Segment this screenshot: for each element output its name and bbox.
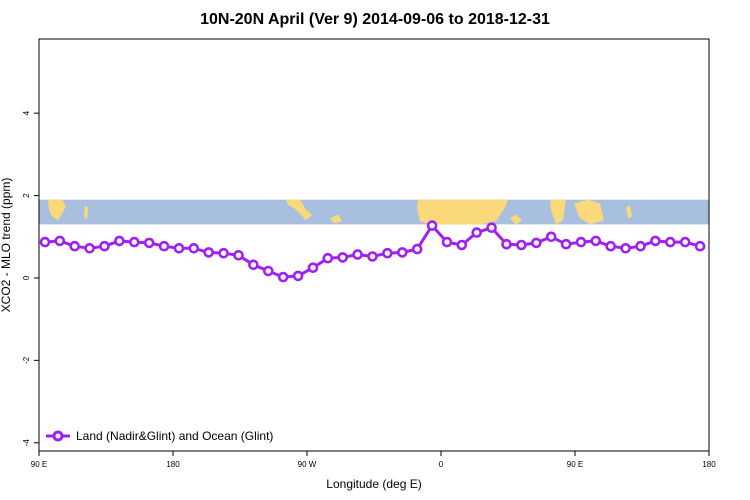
data-point: [173, 243, 185, 254]
map-land-1: [48, 199, 66, 221]
data-point: [664, 236, 676, 248]
map-land-3: [286, 199, 312, 221]
data-point: [218, 247, 229, 259]
data-point: [248, 259, 259, 271]
x-tick-label: 180: [166, 460, 180, 469]
x-tick-label: 90 E: [31, 460, 47, 469]
data-point: [262, 265, 274, 277]
data-point: [590, 235, 602, 247]
data-point: [605, 240, 617, 252]
data-point: [69, 240, 80, 252]
y-tick-label: 0: [22, 275, 31, 280]
x-axis: 90 E 180 90 W 0 90 E 180: [31, 451, 716, 469]
legend-marker: [52, 430, 64, 442]
data-point: [352, 249, 363, 260]
x-tick-label: 0: [439, 460, 444, 469]
data-point: [292, 270, 304, 282]
data-point: [516, 239, 527, 251]
map-land-7: [550, 199, 566, 225]
data-point: [54, 235, 66, 247]
data-point: [694, 240, 706, 252]
data-point: [382, 247, 393, 259]
data-point: [99, 240, 110, 252]
data-point: [441, 236, 453, 248]
data-point: [501, 238, 512, 250]
x-tick-label: 180: [702, 460, 716, 469]
data-point: [560, 238, 572, 250]
data-point: [486, 222, 497, 233]
map-land-2: [84, 205, 88, 220]
series-layer: [39, 220, 706, 283]
x-tick-label: 90 E: [567, 460, 583, 469]
map-land-8: [574, 199, 604, 225]
data-point: [679, 236, 691, 248]
map-land-5: [417, 199, 508, 225]
data-point: [396, 247, 408, 258]
map-land-6: [510, 214, 522, 225]
data-point: [307, 262, 319, 274]
data-point: [620, 243, 631, 254]
data-point: [411, 243, 423, 255]
x-axis-label: Longitude (deg E): [326, 477, 421, 491]
y-tick-label: -2: [22, 356, 31, 364]
data-point: [114, 235, 125, 247]
legend: Land (Nadir&Glint) and Ocean (Glint): [46, 429, 273, 443]
y-axis: -4 -2 0 2 4: [22, 110, 39, 446]
y-axis-label: XCO2 - MLO trend (ppm): [0, 178, 13, 313]
data-point: [650, 235, 661, 247]
data-point: [337, 252, 349, 263]
data-point: [233, 250, 244, 261]
data-point: [129, 236, 140, 248]
map-land-9: [626, 205, 632, 219]
y-tick-label: 2: [22, 193, 31, 198]
map-ocean: [39, 199, 709, 225]
data-point: [277, 271, 289, 283]
data-point: [545, 231, 557, 243]
plot-frame: [38, 38, 710, 452]
chart-title: 10N-20N April (Ver 9) 2014-09-06 to 2018…: [200, 11, 550, 28]
data-point: [635, 240, 646, 252]
map-land-4: [330, 214, 342, 224]
data-point: [471, 227, 483, 238]
data-point: [426, 220, 438, 231]
data-point: [203, 247, 214, 258]
data-point: [530, 237, 542, 249]
background-map-band: [39, 199, 709, 225]
data-point: [456, 239, 468, 251]
data-point: [158, 240, 170, 252]
data-point: [39, 236, 51, 248]
data-point: [575, 236, 587, 248]
legend-label: Land (Nadir&Glint) and Ocean (Glint): [76, 429, 273, 443]
x-tick-label: 90 W: [298, 460, 317, 469]
data-point: [84, 243, 95, 254]
data-point: [188, 243, 200, 254]
y-tick-label: -4: [22, 439, 31, 447]
data-point: [367, 251, 378, 262]
data-point: [322, 252, 334, 264]
data-point: [143, 237, 155, 249]
y-tick-label: 4: [22, 110, 31, 115]
